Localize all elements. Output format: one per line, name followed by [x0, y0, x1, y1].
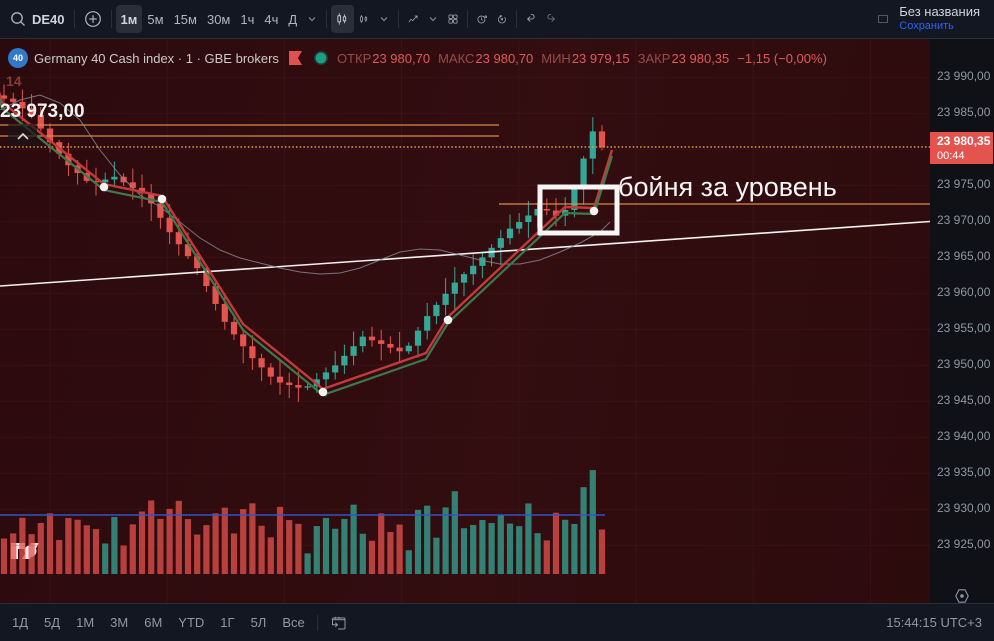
svg-text:бойня за уровень: бойня за уровень [618, 172, 837, 202]
svg-text:14: 14 [6, 73, 22, 89]
svg-text:23 973,00: 23 973,00 [0, 101, 85, 122]
